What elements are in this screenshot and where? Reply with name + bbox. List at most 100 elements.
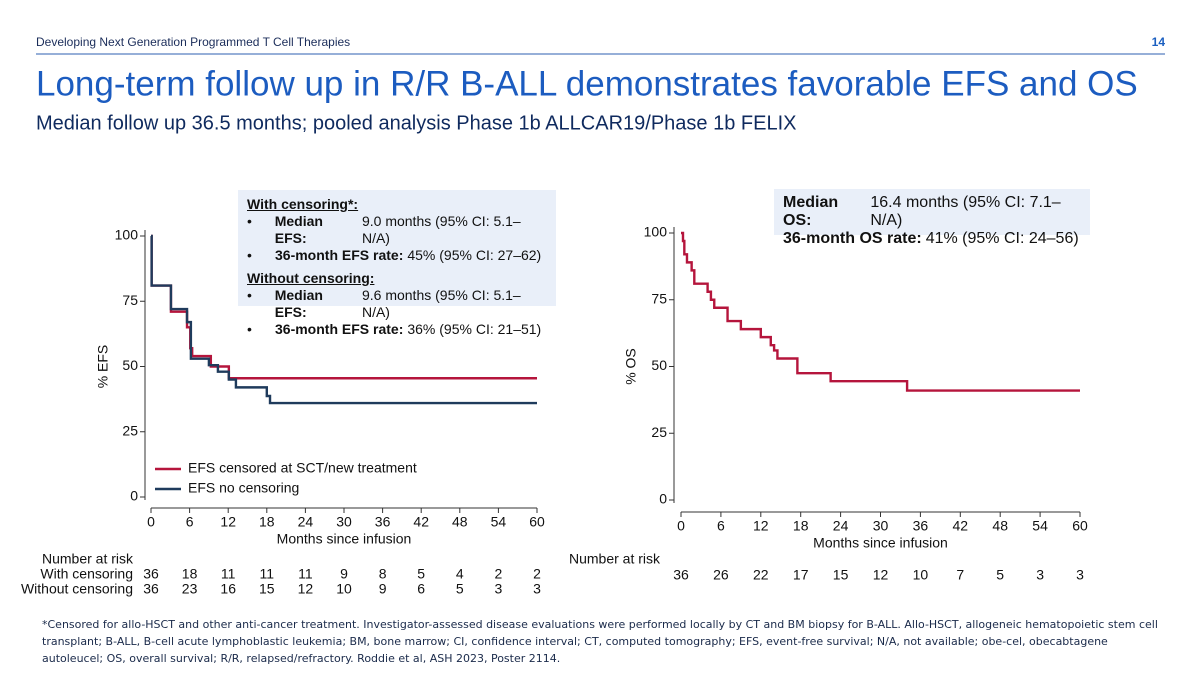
risk-count: 11 [298, 566, 313, 582]
risk-count: 7 [956, 567, 964, 583]
x-tick-label: 36 [913, 518, 929, 534]
y-tick-label: 50 [122, 357, 138, 373]
risk-count: 6 [417, 581, 425, 597]
x-tick-label: 12 [220, 514, 236, 530]
y-axis-label: % EFS [95, 345, 111, 389]
x-tick-label: 30 [336, 514, 352, 530]
risk-count: 10 [336, 581, 352, 597]
footnote: *Censored for allo-HSCT and other anti-c… [42, 618, 1158, 665]
risk-count: 26 [713, 567, 729, 583]
risk-count: 4 [456, 566, 464, 582]
title: Long-term follow up in R/R B-ALL demonst… [36, 64, 1138, 103]
info-label: Median EFS: [274, 287, 323, 320]
x-tick-label: 54 [491, 514, 507, 530]
risk-count: 15 [833, 567, 849, 583]
x-tick-label: 12 [753, 518, 769, 534]
info-section: Without censoring: • Median EFS: 9.6 months… [247, 270, 547, 338]
x-tick-label: 42 [413, 514, 429, 530]
info-label: Median OS: [783, 194, 839, 229]
risk-count: 3 [1076, 567, 1084, 583]
x-tick-label: 48 [992, 518, 1008, 534]
survival-curve [150, 234, 537, 405]
risk-count: 9 [340, 566, 348, 582]
info-item: • Median EFS: 9.6 months (95% CI: 5.1–N/A) [247, 287, 547, 321]
info-text: 9.6 months (95% CI: 5.1–N/A) [361, 287, 521, 320]
y-tick-label: 0 [130, 488, 138, 504]
risk-count: 36 [673, 567, 689, 583]
risk-table-title: Number at risk [42, 551, 134, 567]
legend-label: EFS censored at SCT/new treatment [188, 460, 417, 476]
page-number: 14 [1152, 35, 1166, 49]
risk-count: 36 [143, 581, 159, 597]
x-tick-label: 42 [953, 518, 969, 534]
y-tick-label: 100 [644, 224, 668, 240]
risk-count: 3 [533, 581, 541, 597]
info-box: Median OS: 16.4 months (95% CI: 7.1–N/A) 3… [774, 189, 1090, 247]
bullet: • [247, 247, 252, 263]
bullet: • [247, 321, 252, 337]
x-tick-label: 6 [717, 518, 725, 534]
info-item: • 36-month EFS rate: 36% (95% CI: 21–51) [247, 321, 547, 338]
info-item: • Median EFS: 9.0 months (95% CI: 5.1–N/A) [247, 213, 547, 247]
y-tick-label: 75 [651, 290, 667, 306]
y-tick-label: 25 [122, 422, 138, 438]
info-text: 45% (95% CI: 27–62) [407, 247, 542, 263]
x-tick-label: 24 [298, 514, 314, 530]
risk-count: 18 [182, 566, 198, 582]
risk-count: 12 [298, 581, 314, 597]
info-item: Median OS: 16.4 months (95% CI: 7.1–N/A) [783, 194, 1081, 230]
y-tick-label: 50 [651, 357, 667, 373]
bullet: • [247, 213, 252, 229]
x-tick-label: 60 [529, 514, 545, 530]
x-axis-label: Months since infusion [813, 535, 948, 551]
y-tick-label: 100 [115, 227, 139, 243]
risk-row-label: Without censoring [21, 581, 133, 597]
y-axis-label: % OS [623, 348, 639, 385]
risk-count: 8 [379, 566, 387, 582]
header-section: Developing Next Generation Programmed T … [36, 35, 350, 49]
risk-count: 11 [221, 566, 236, 582]
risk-count: 16 [220, 581, 236, 597]
y-tick-label: 25 [651, 424, 667, 440]
x-tick-label: 60 [1072, 518, 1088, 534]
x-axis-label: Months since infusion [277, 531, 412, 547]
y-tick-label: 75 [122, 292, 138, 308]
info-label: 36-month EFS rate: [275, 247, 404, 263]
risk-row-label: With censoring [40, 566, 133, 582]
info-label: 36-month EFS rate: [275, 321, 404, 337]
info-section: Median OS: 16.4 months (95% CI: 7.1–N/A) 3… [783, 194, 1081, 248]
x-tick-label: 18 [259, 514, 275, 530]
y-tick-label: 0 [659, 491, 667, 507]
info-box: With censoring*: • Median EFS: 9.0 months (… [238, 190, 556, 337]
risk-count: 5 [456, 581, 464, 597]
info-heading: With censoring*: [247, 196, 359, 212]
risk-count: 11 [260, 566, 275, 582]
risk-table-title: Number at risk [569, 551, 661, 567]
risk-count: 3 [495, 581, 503, 597]
info-text: 9.0 months (95% CI: 5.1–N/A) [361, 213, 521, 246]
info-label: Median EFS: [274, 213, 323, 246]
x-tick-label: 30 [873, 518, 889, 534]
subtitle: Median follow up 36.5 months; pooled ana… [36, 112, 796, 134]
bullet: • [247, 287, 252, 303]
legend-label: EFS no censoring [188, 480, 299, 496]
risk-count: 2 [533, 566, 541, 582]
risk-count: 5 [996, 567, 1004, 583]
info-heading: Without censoring: [247, 270, 375, 286]
risk-count: 10 [913, 567, 929, 583]
risk-count: 5 [417, 566, 425, 582]
risk-count: 22 [753, 567, 769, 583]
risk-count: 17 [793, 567, 809, 583]
x-tick-label: 48 [452, 514, 468, 530]
info-label: 36-month OS rate: [783, 230, 922, 247]
risk-count: 23 [182, 581, 198, 597]
info-item: 36-month OS rate: 41% (95% CI: 24–56) [783, 230, 1081, 248]
risk-count: 9 [379, 581, 387, 597]
info-text: 41% (95% CI: 24–56) [925, 230, 1079, 247]
risk-count: 2 [495, 566, 503, 582]
info-item: • 36-month EFS rate: 45% (95% CI: 27–62) [247, 247, 547, 264]
survival-curve [681, 231, 1080, 392]
x-tick-label: 54 [1032, 518, 1048, 534]
